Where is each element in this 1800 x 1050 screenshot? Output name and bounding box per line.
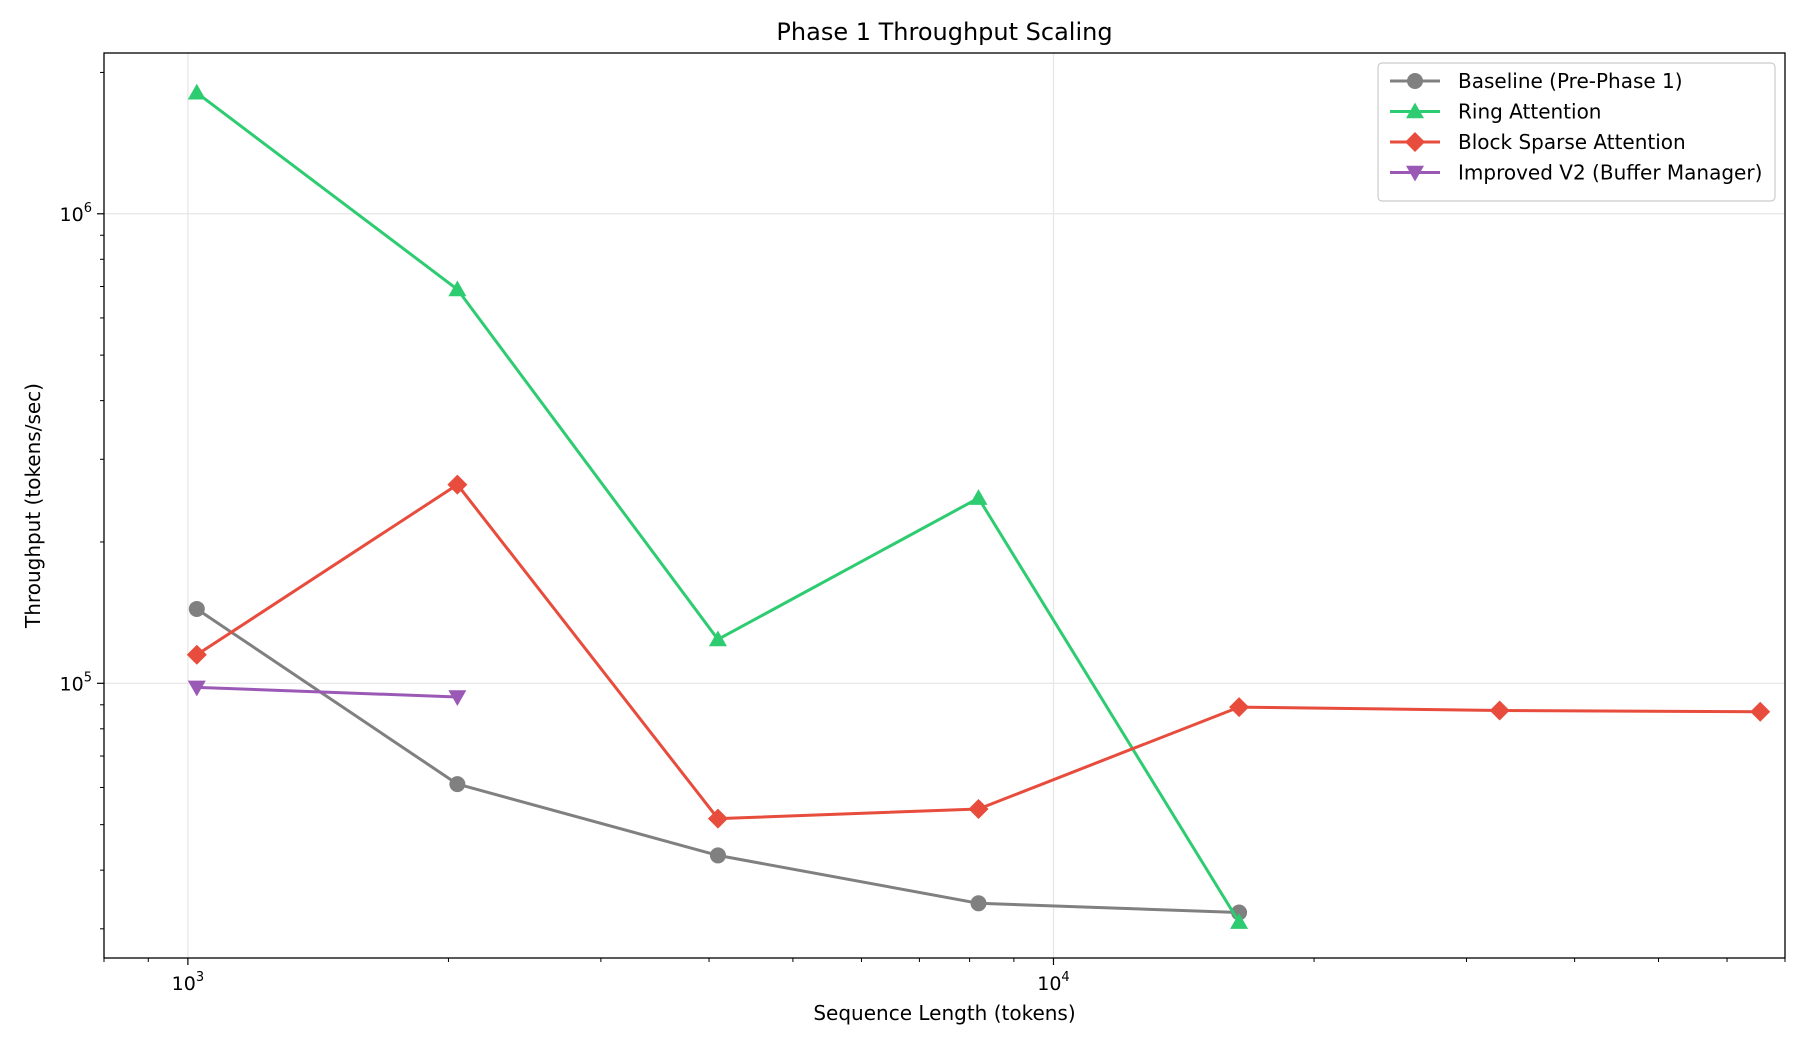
series-line [195,483,1761,821]
legend-marker [1406,165,1424,182]
data-point [1489,700,1510,721]
x-tick-label: 103 [172,970,204,995]
series-3 [186,474,1771,829]
x-tick-base: 10 [1037,973,1061,995]
x-tick-label: 104 [1037,970,1069,995]
legend-item: Improved V2 (Buffer Manager) [1390,161,1762,185]
y-tick-base: 10 [60,204,84,226]
data-point [188,600,205,617]
x-tick-exponent: 3 [196,970,204,985]
legend: Baseline (Pre-Phase 1) Ring Attention Bloc… [1377,62,1776,202]
series-4 [187,680,467,707]
y-axis-label: Throughput (tokens/sec) [21,383,45,629]
x-tick-exponent: 4 [1061,970,1069,985]
legend-item: Baseline (Pre-Phase 1) [1390,69,1683,93]
data-point [448,690,467,707]
data-point [708,630,727,647]
legend-label: Block Sparse Attention [1458,130,1686,154]
data-point [1229,697,1250,718]
y-tick-exponent: 6 [84,201,92,216]
series-1 [188,600,1248,921]
data-point [969,489,988,505]
data-point [448,280,467,297]
series-line [195,607,1240,914]
data-point [707,808,728,829]
y-tick-label: 106 [60,201,92,226]
data-point [1230,913,1249,929]
legend-label: Improved V2 (Buffer Manager) [1458,161,1762,185]
data-point [187,680,206,697]
chart-title: Phase 1 Throughput Scaling [776,18,1112,46]
grid-lines [104,53,1785,958]
data-point [1750,701,1771,722]
x-tick-base: 10 [172,973,196,995]
data-point [709,847,726,864]
legend-marker [1407,73,1423,89]
y-tick-exponent: 5 [84,670,92,685]
series-line [196,685,458,699]
data-point [447,474,468,495]
series-line [195,91,1241,923]
data-point [970,895,987,912]
data-point [449,776,466,793]
legend-item: Ring Attention [1390,100,1602,124]
x-axis-label: Sequence Length (tokens) [813,1001,1075,1025]
y-tick-label: 105 [60,670,92,695]
series-layer [186,83,1771,929]
plot-frame [103,52,1786,959]
legend-label: Ring Attention [1458,100,1602,124]
data-point [187,83,206,100]
legend-label: Baseline (Pre-Phase 1) [1458,69,1683,93]
data-point [968,798,989,819]
data-point [186,644,207,665]
legend-marker [1406,102,1424,119]
y-tick-base: 10 [60,673,84,695]
legend-box [1377,62,1776,202]
legend-item: Block Sparse Attention [1390,130,1686,154]
legend-marker [1405,132,1425,152]
series-2 [187,83,1249,929]
